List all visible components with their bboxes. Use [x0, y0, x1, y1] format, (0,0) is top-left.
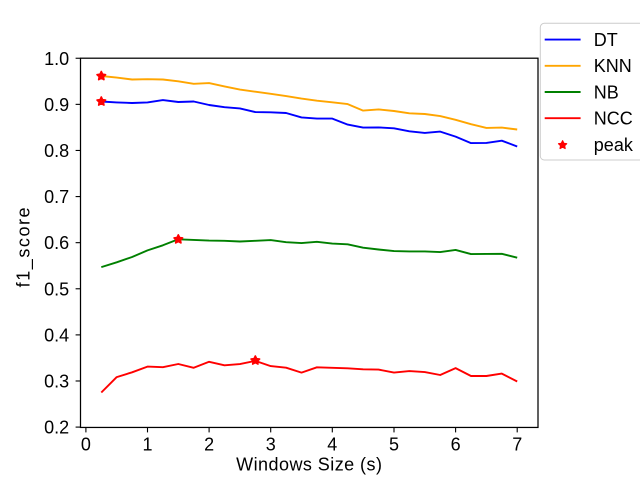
svg-text:NB: NB	[594, 82, 619, 102]
svg-text:0.7: 0.7	[44, 187, 69, 207]
svg-text:KNN: KNN	[594, 56, 632, 76]
svg-text:0.9: 0.9	[44, 95, 69, 115]
svg-text:7: 7	[512, 435, 522, 455]
svg-text:0.8: 0.8	[44, 141, 69, 161]
svg-text:f1_score: f1_score	[14, 206, 35, 287]
svg-text:0.3: 0.3	[44, 372, 69, 392]
svg-text:0.5: 0.5	[44, 279, 69, 299]
svg-text:6: 6	[451, 435, 461, 455]
svg-text:0.6: 0.6	[44, 233, 69, 253]
svg-text:NCC: NCC	[594, 109, 633, 129]
svg-text:0.2: 0.2	[44, 418, 69, 438]
svg-text:Windows Size (s): Windows Size (s)	[236, 454, 382, 474]
svg-text:1: 1	[142, 435, 152, 455]
svg-text:3: 3	[266, 435, 276, 455]
svg-text:2: 2	[204, 435, 214, 455]
svg-text:1.0: 1.0	[44, 49, 69, 69]
svg-text:4: 4	[327, 435, 337, 455]
svg-text:0.4: 0.4	[44, 325, 69, 345]
svg-text:0: 0	[81, 435, 91, 455]
svg-text:DT: DT	[594, 30, 618, 50]
svg-text:peak: peak	[594, 135, 634, 155]
svg-text:5: 5	[389, 435, 399, 455]
